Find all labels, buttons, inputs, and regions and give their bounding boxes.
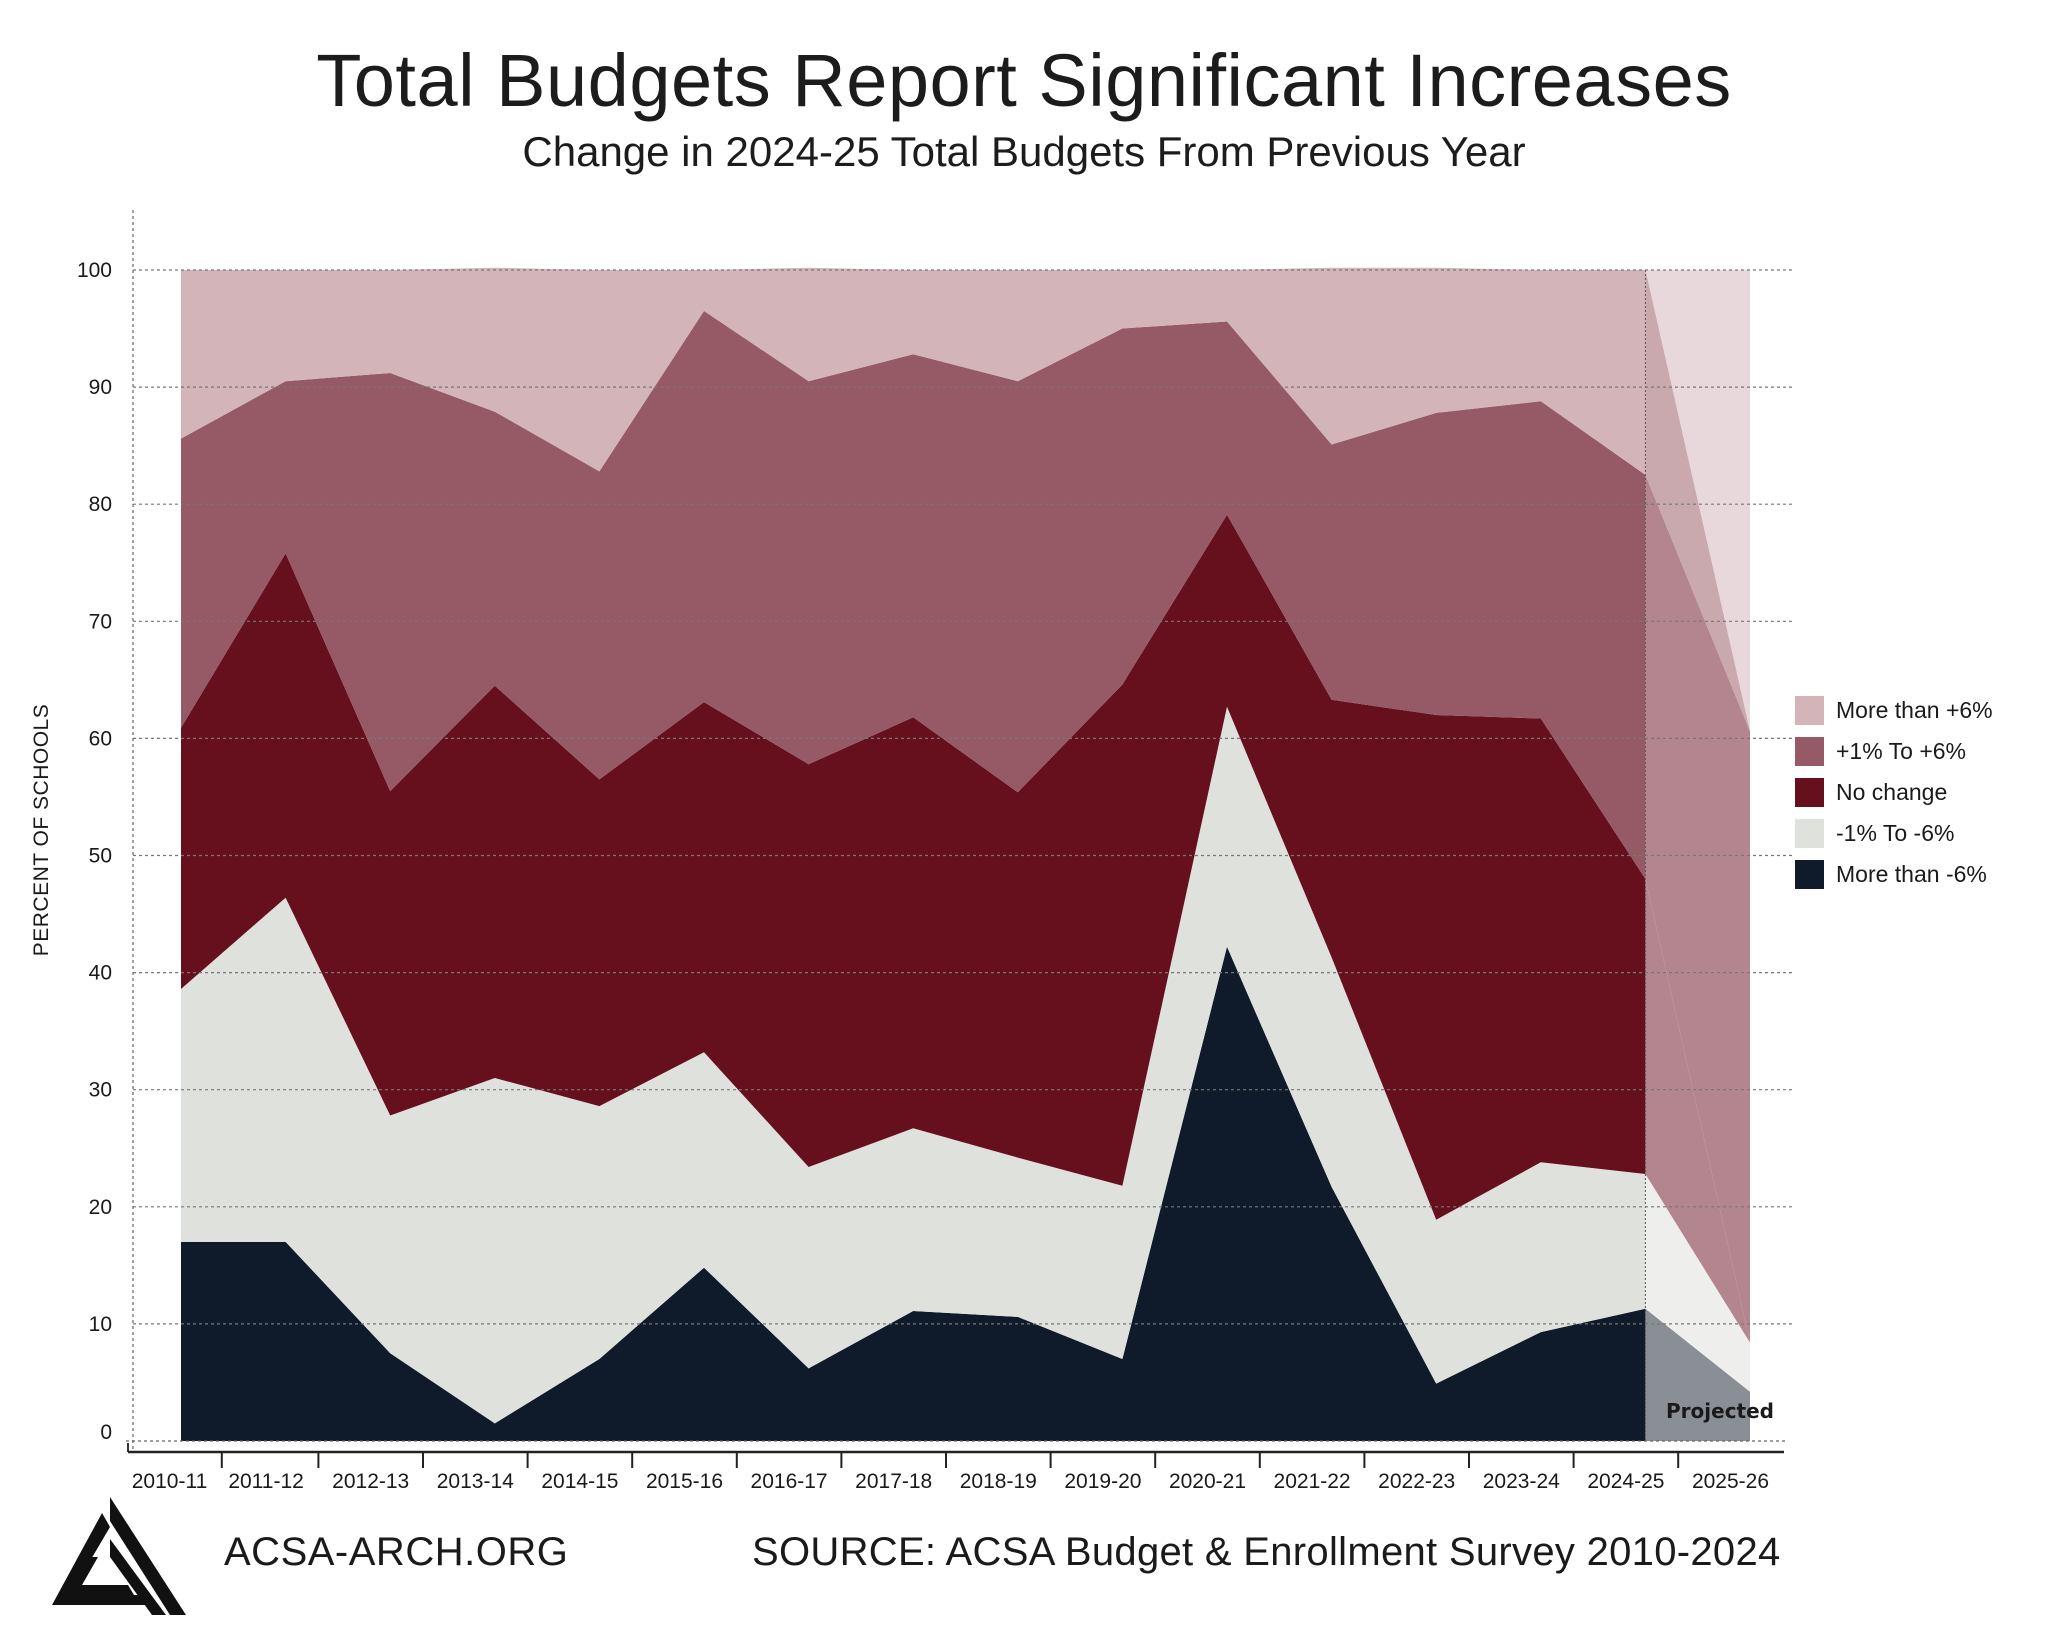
x-tick-label: 2020-21 [1169, 1470, 1246, 1493]
x-tick-label: 2021-22 [1274, 1470, 1351, 1493]
y-tick-label: 80 [89, 493, 112, 516]
footer-site: ACSA-ARCH.ORG [224, 1530, 569, 1574]
area-1-to-6 [181, 706, 1646, 1424]
area-projected-1-to-6 [1645, 474, 1750, 1343]
area-more-than-6 [181, 267, 1646, 475]
x-tick-label: 2024-25 [1587, 1470, 1664, 1493]
y-axis-title: PERCENT OF SCHOOLS [30, 703, 53, 957]
x-tick-label: 2022-23 [1378, 1470, 1455, 1493]
area-more-than-6 [181, 946, 1646, 1441]
legend-item-more-than-6: More than +6% [1795, 690, 1993, 731]
legend-label: More than +6% [1836, 697, 1993, 723]
y-tick-label: 60 [89, 727, 112, 750]
legend-label: No change [1836, 779, 1948, 805]
y-tick-label: 10 [89, 1313, 112, 1336]
x-tick-label: 2017-18 [855, 1470, 932, 1493]
x-tick-label: 2023-24 [1483, 1470, 1560, 1493]
areas-group [181, 267, 1750, 1441]
x-tick-label: 2025-26 [1692, 1470, 1769, 1493]
area-projected-1-to-6 [1645, 1174, 1750, 1392]
acsa-logo-icon [52, 1497, 186, 1615]
x-tick-label: 2016-17 [751, 1470, 828, 1493]
legend-item-no-change: No change [1795, 772, 1993, 813]
y-tick-label: 30 [89, 1079, 112, 1102]
y-tick-label: 0 [100, 1421, 112, 1444]
legend-swatch [1795, 860, 1824, 889]
projected-label: Projected [1666, 1399, 1774, 1423]
y-tick-label: 50 [89, 845, 112, 868]
x-tick-label: 2012-13 [332, 1470, 409, 1493]
area-projected-more-than-6 [1645, 270, 1750, 732]
chart-subtitle: Change in 2024-25 Total Budgets From Pre… [522, 128, 1526, 175]
legend-swatch [1795, 737, 1824, 766]
ticks-group: 0 10 20 30 40 50 60 70 80 90 100 2010-11 2011-12 2012… [77, 259, 1774, 1493]
legend-item-1-to-6: +1% To +6% [1795, 731, 1993, 772]
x-tick-label: 2013-14 [437, 1470, 514, 1493]
x-tick-label: 2015-16 [646, 1470, 723, 1493]
gridlines-group [133, 269, 1795, 1325]
legend-label: More than -6% [1836, 861, 1987, 887]
legend-item-1-to-6: -1% To -6% [1795, 813, 1993, 854]
x-tick-label: 2014-15 [541, 1470, 618, 1493]
legend-swatch [1795, 696, 1824, 725]
footer-source: SOURCE: ACSA Budget & Enrollment Survey … [752, 1530, 1781, 1574]
area-projected-top [1645, 270, 1750, 732]
y-tick-label: 100 [77, 259, 112, 282]
area-projected-no-change [1645, 878, 1750, 1343]
area-no-change [181, 514, 1646, 1220]
area-projected-more-than-6 [1645, 1308, 1750, 1441]
x-tick-label: 2011-12 [228, 1470, 304, 1493]
legend-item-more-than-6: More than -6% [1795, 854, 1993, 895]
x-tick-label: 2010-11 [132, 1470, 208, 1493]
legend-label: +1% To +6% [1836, 738, 1967, 764]
chart-title: Total Budgets Report Significant Increas… [316, 39, 1732, 122]
axes-group [126, 210, 1785, 1454]
legend-label: -1% To -6% [1836, 820, 1955, 846]
area-1-to-6 [181, 311, 1646, 879]
x-tick-label: 2018-19 [960, 1470, 1037, 1493]
y-tick-label: 90 [89, 376, 112, 399]
x-tick-label: 2019-20 [1064, 1470, 1141, 1493]
legend: More than +6% +1% To +6% No change -1% To -… [1795, 690, 1993, 895]
y-tick-label: 20 [89, 1196, 112, 1219]
y-tick-label: 70 [89, 610, 112, 633]
legend-swatch [1795, 819, 1824, 848]
legend-swatch [1795, 778, 1824, 807]
y-tick-label: 40 [89, 962, 112, 985]
